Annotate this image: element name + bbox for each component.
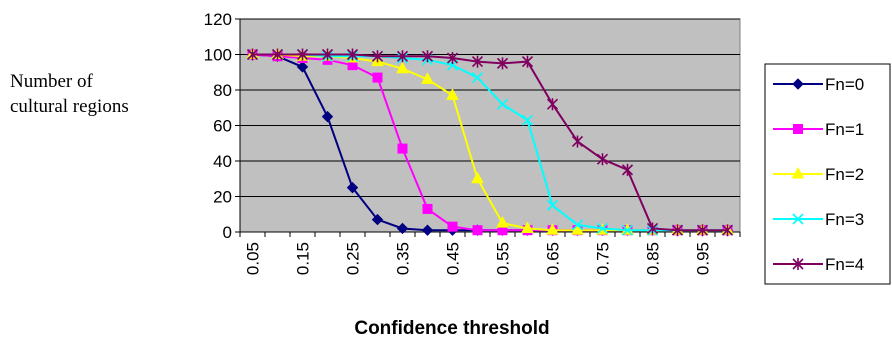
data-point xyxy=(346,181,359,194)
legend-item: Fn=3 xyxy=(773,210,864,229)
y-tick-label: 100 xyxy=(204,46,232,65)
y-axis-label-line: Number of xyxy=(10,71,94,92)
data-point xyxy=(296,61,309,73)
x-axis-label: Confidence threshold xyxy=(354,318,549,339)
legend-label: Fn=0 xyxy=(825,75,864,94)
legend-item: Fn=1 xyxy=(773,120,864,139)
data-point xyxy=(422,203,433,214)
data-point xyxy=(696,224,709,237)
legend: Fn=0 Fn=1 Fn=2 Fn=3 Fn=4 xyxy=(764,63,891,285)
data-point xyxy=(671,224,684,237)
data-point xyxy=(421,224,434,236)
legend-label: Fn=4 xyxy=(825,255,864,274)
data-point xyxy=(521,55,534,68)
y-tick-label: 20 xyxy=(213,188,232,207)
y-tick-label: 80 xyxy=(213,81,232,100)
data-point xyxy=(496,216,509,228)
data-point xyxy=(496,98,509,110)
y-tick-label: 0 xyxy=(223,223,232,242)
legend-item: Fn=0 xyxy=(773,75,864,94)
legend-label: Fn=3 xyxy=(825,210,864,229)
data-point xyxy=(396,61,409,74)
data-point xyxy=(546,98,559,111)
legend-item: Fn=4 xyxy=(773,255,864,274)
data-point xyxy=(621,163,634,176)
data-point xyxy=(596,153,609,166)
data-point xyxy=(496,57,509,70)
data-point xyxy=(421,50,434,63)
data-point xyxy=(471,171,484,184)
data-point xyxy=(321,48,334,61)
data-point xyxy=(246,48,259,61)
series-layer xyxy=(246,47,734,237)
legend-label: Fn=1 xyxy=(825,120,864,139)
data-point xyxy=(396,222,409,235)
data-point xyxy=(621,224,634,236)
data-point xyxy=(521,221,534,233)
y-tick-label: 40 xyxy=(213,152,232,171)
data-point xyxy=(596,222,609,235)
data-point xyxy=(446,52,459,65)
series-line xyxy=(252,53,728,232)
legend-label: Fn=2 xyxy=(825,165,864,184)
x-tick-label: 0.25 xyxy=(344,242,363,275)
y-axis-ticks: 0 20 40 60 80 100 120 xyxy=(204,10,241,242)
data-point xyxy=(471,72,484,84)
y-axis-label-line: cultural regions xyxy=(10,96,129,117)
series-fn-4 xyxy=(246,48,734,237)
data-point xyxy=(546,223,559,235)
data-point xyxy=(521,114,534,126)
legend-item: Fn=2 xyxy=(773,165,864,184)
data-point xyxy=(271,48,284,61)
data-point xyxy=(646,222,659,235)
legend-marker xyxy=(793,124,803,134)
data-point xyxy=(421,72,434,84)
data-point xyxy=(396,50,409,63)
x-tick-label: 0.35 xyxy=(394,242,413,275)
data-point xyxy=(571,219,584,231)
x-tick-label: 0.75 xyxy=(594,242,613,275)
data-point xyxy=(321,110,334,123)
data-point xyxy=(296,48,309,61)
legend-marker xyxy=(791,166,805,179)
data-point xyxy=(446,88,459,100)
legend-marker xyxy=(792,258,804,270)
data-point xyxy=(371,213,384,226)
y-axis-label: Number of cultural regions xyxy=(10,71,129,117)
x-tick-label: 0.55 xyxy=(494,242,513,275)
data-point xyxy=(546,199,559,211)
data-point xyxy=(471,55,484,68)
data-point xyxy=(372,72,383,83)
x-tick-label: 0.05 xyxy=(244,242,263,275)
data-point xyxy=(371,50,384,63)
x-tick-label: 0.15 xyxy=(294,242,313,275)
data-point xyxy=(346,48,359,61)
x-tick-label: 0.65 xyxy=(544,242,563,275)
x-tick-label: 0.85 xyxy=(644,242,663,275)
data-point xyxy=(571,223,584,235)
data-point xyxy=(571,135,584,148)
y-tick-label: 120 xyxy=(204,10,232,29)
y-tick-label: 60 xyxy=(213,117,232,136)
series-line xyxy=(252,53,728,232)
x-tick-label: 0.95 xyxy=(694,242,713,275)
data-point xyxy=(397,143,408,154)
x-axis-ticks: 0.05 0.15 0.25 0.35 0.45 0.55 0.65 0.75 0.85 0.95 xyxy=(239,231,741,275)
x-tick-label: 0.45 xyxy=(444,242,463,275)
data-point xyxy=(472,225,483,236)
legend-marker xyxy=(792,78,804,90)
data-point xyxy=(721,224,734,237)
data-point xyxy=(447,221,458,232)
legend-marker xyxy=(792,213,804,225)
